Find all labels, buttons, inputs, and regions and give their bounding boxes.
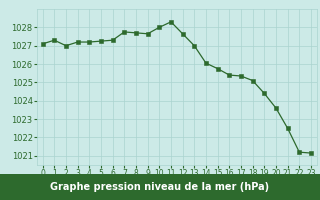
Text: Graphe pression niveau de la mer (hPa): Graphe pression niveau de la mer (hPa) (51, 182, 269, 192)
